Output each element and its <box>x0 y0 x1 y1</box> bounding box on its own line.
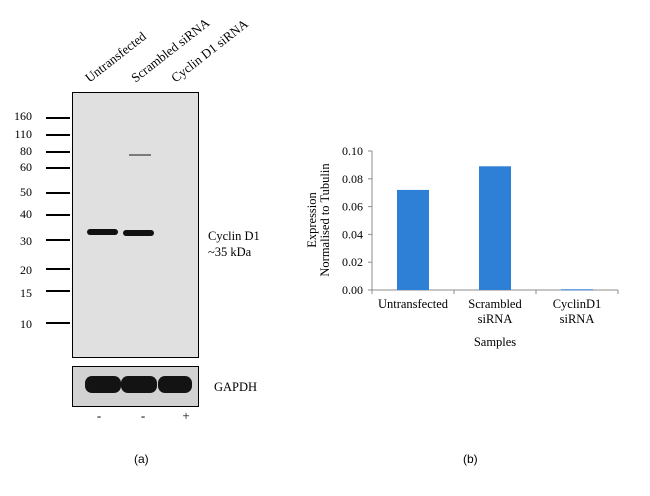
mw-label-80: 80 <box>20 144 32 158</box>
x-category-label: siRNA <box>478 312 513 326</box>
mw-tick-10 <box>46 322 70 324</box>
mw-label-10: 10 <box>20 317 32 331</box>
cyclin-d1-blot <box>72 92 199 358</box>
gapdh-blot <box>72 366 199 407</box>
target-protein-label: Cyclin D1 <box>208 229 260 243</box>
bar-untransfected <box>397 189 429 290</box>
panel-a-label: (a) <box>134 452 149 466</box>
x-category-label: siRNA <box>560 312 595 326</box>
band-untransfected <box>87 229 118 235</box>
gapdh-band-2 <box>121 376 157 393</box>
mw-label-30: 30 <box>20 234 32 248</box>
bar-cyclind1-sirna <box>561 289 593 291</box>
mw-tick-40 <box>46 214 70 216</box>
y-axis-title: Normalised to Tubulin <box>318 163 332 277</box>
mw-tick-30 <box>46 239 70 241</box>
mw-label-50: 50 <box>20 185 32 199</box>
target-size-label: ~35 kDa <box>208 245 252 259</box>
mw-tick-80 <box>46 151 70 153</box>
x-category-label: CyclinD1 <box>553 297 602 311</box>
mw-label-20: 20 <box>20 263 32 277</box>
x-category-label: Scrambled <box>468 297 522 311</box>
mw-tick-110 <box>46 134 70 136</box>
y-tick-label: 0.00 <box>342 283 363 297</box>
band-scrambled <box>123 230 154 236</box>
mw-label-60: 60 <box>20 160 32 174</box>
mw-label-15: 15 <box>20 286 32 300</box>
mw-tick-50 <box>46 192 70 194</box>
y-tick-label: 0.10 <box>342 144 363 158</box>
mw-label-110: 110 <box>14 127 32 141</box>
y-tick-label: 0.08 <box>342 172 363 186</box>
x-axis-title: Samples <box>474 335 516 349</box>
y-tick-label: 0.06 <box>342 200 363 214</box>
treatment-cyclin-siRNA: + <box>182 408 190 423</box>
loading-control-label: GAPDH <box>214 380 258 394</box>
mw-label-40: 40 <box>20 207 32 221</box>
mw-tick-20 <box>46 268 70 270</box>
faint-band-nonspecific <box>129 154 151 156</box>
mw-tick-160 <box>46 117 70 119</box>
panel-b-label: (b) <box>463 452 478 466</box>
bar-scrambled-sirna <box>479 166 511 290</box>
mw-tick-60 <box>46 167 70 169</box>
mw-label-160: 160 <box>14 109 32 123</box>
treatment-scrambled: - <box>140 408 146 423</box>
treatment-untransfected: - <box>96 408 102 423</box>
y-tick-label: 0.02 <box>342 255 363 269</box>
y-tick-label: 0.04 <box>342 227 363 241</box>
y-axis-title: Expression <box>305 191 319 247</box>
gapdh-band-3 <box>158 376 192 393</box>
gapdh-band-1 <box>85 376 121 393</box>
mw-tick-15 <box>46 290 70 292</box>
x-category-label: Untransfected <box>378 297 449 311</box>
